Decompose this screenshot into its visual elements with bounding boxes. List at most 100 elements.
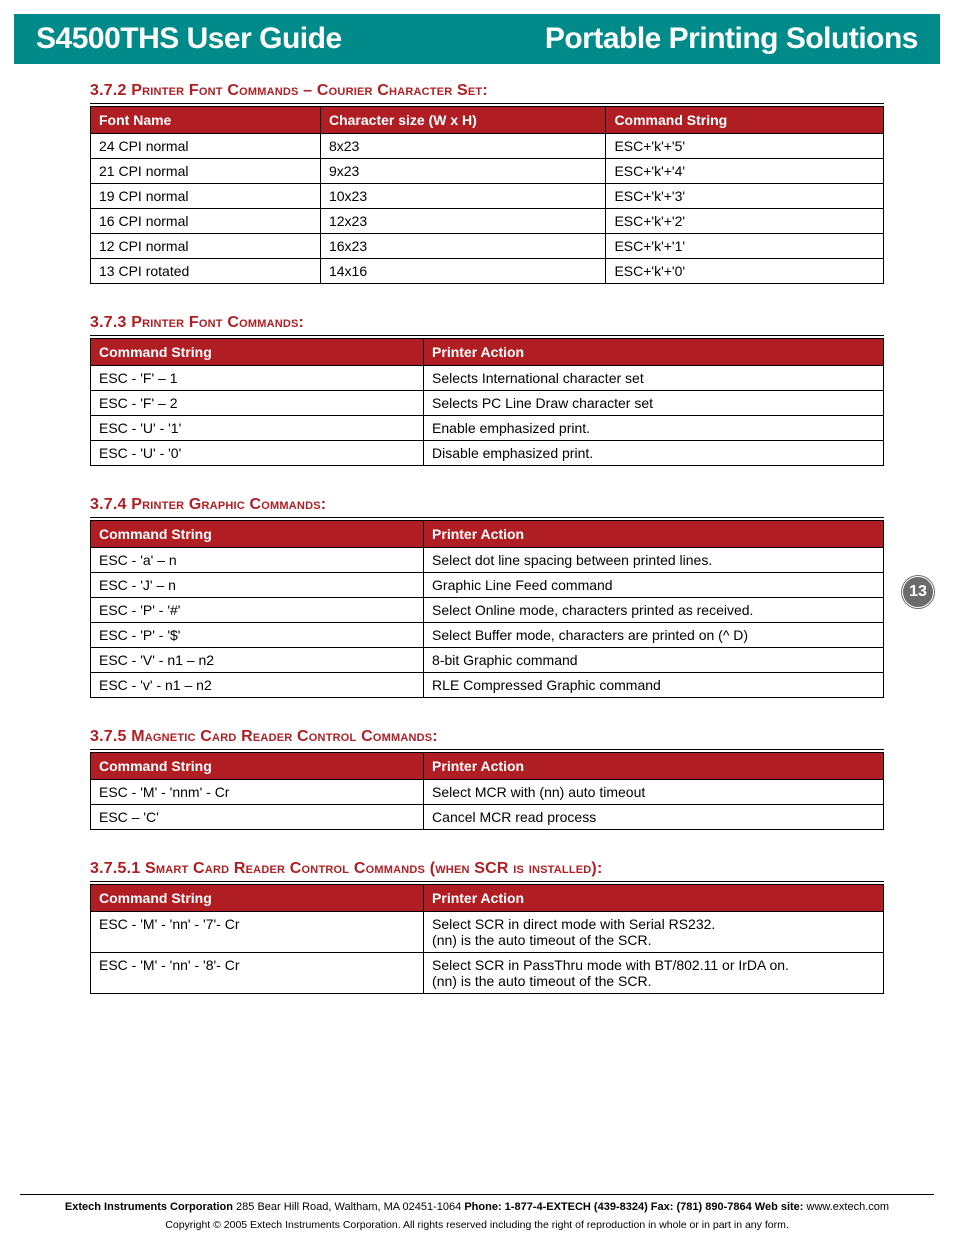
table-row: ESC - 'U' - '0'Disable emphasized print. (91, 441, 884, 466)
table-cell: ESC - 'P' - '#' (91, 598, 424, 623)
table-row: 16 CPI normal12x23ESC+'k'+'2' (91, 209, 884, 234)
table-cell: Select SCR in direct mode with Serial RS… (424, 912, 884, 953)
table-cell: ESC - 'a' – n (91, 548, 424, 573)
table-cell: Disable emphasized print. (424, 441, 884, 466)
table-header-cell: Command String (606, 107, 884, 134)
table-cell: 12 CPI normal (91, 234, 321, 259)
page-footer: Extech Instruments Corporation 285 Bear … (20, 1194, 934, 1251)
table-row: ESC - 'M' - 'nn' - '8'- CrSelect SCR in … (91, 953, 884, 994)
table-cell: ESC - 'P' - '$' (91, 623, 424, 648)
table-row: ESC - 'J' – nGraphic Line Feed command (91, 573, 884, 598)
table-cell: Select SCR in PassThru mode with BT/802.… (424, 953, 884, 994)
header-left-title: S4500THS User Guide (36, 22, 342, 56)
section-heading: 3.7.4 Printer Graphic Commands: (90, 496, 884, 518)
table-header-cell: Printer Action (424, 753, 884, 780)
footer-contact-line: Extech Instruments Corporation 285 Bear … (20, 1201, 934, 1213)
table-cell: Enable emphasized print. (424, 416, 884, 441)
section-heading: 3.7.3 Printer Font Commands: (90, 314, 884, 336)
section-heading: 3.7.5 Magnetic Card Reader Control Comma… (90, 728, 884, 750)
table-cell: ESC+'k'+'2' (606, 209, 884, 234)
table-cell: Graphic Line Feed command (424, 573, 884, 598)
table-row: ESC - 'P' - '$'Select Buffer mode, chara… (91, 623, 884, 648)
page-content: 3.7.2 Printer Font Commands – Courier Ch… (0, 64, 954, 994)
footer-phone: 1-877-4-EXTECH (439-8324) (505, 1201, 651, 1213)
table-cell: 14x16 (320, 259, 605, 284)
table-header-cell: Command String (91, 885, 424, 912)
table-cell: 8-bit Graphic command (424, 648, 884, 673)
table-cell: 16 CPI normal (91, 209, 321, 234)
table-cell: 9x23 (320, 159, 605, 184)
table-cell: 16x23 (320, 234, 605, 259)
page-header: S4500THS User Guide Portable Printing So… (0, 0, 954, 64)
table-cell: ESC - 'U' - '1' (91, 416, 424, 441)
table-row: 24 CPI normal8x23ESC+'k'+'5' (91, 134, 884, 159)
table-row: ESC - 'M' - 'nnm' - CrSelect MCR with (n… (91, 780, 884, 805)
table-cell: RLE Compressed Graphic command (424, 673, 884, 698)
table-header-cell: Printer Action (424, 339, 884, 366)
table-header-cell: Command String (91, 339, 424, 366)
table-cell: ESC+'k'+'1' (606, 234, 884, 259)
table-row: ESC - 'F' – 1Selects International chara… (91, 366, 884, 391)
table-row: ESC - 'M' - 'nn' - '7'- CrSelect SCR in … (91, 912, 884, 953)
table-row: ESC - 'v' - n1 – n2RLE Compressed Graphi… (91, 673, 884, 698)
table-header-cell: Command String (91, 753, 424, 780)
table-row: ESC - 'a' – nSelect dot line spacing bet… (91, 548, 884, 573)
table-cell: ESC - 'M' - 'nn' - '7'- Cr (91, 912, 424, 953)
table-cell: ESC - 'V' - n1 – n2 (91, 648, 424, 673)
table-header-cell: Font Name (91, 107, 321, 134)
table-header-cell: Printer Action (424, 885, 884, 912)
table-cell: ESC - 'v' - n1 – n2 (91, 673, 424, 698)
table-header-cell: Command String (91, 521, 424, 548)
table-cell: ESC+'k'+'0' (606, 259, 884, 284)
footer-web-label: Web site: (755, 1201, 807, 1213)
command-table: Command StringPrinter ActionESC - 'M' - … (90, 752, 884, 830)
footer-fax-label: Fax: (651, 1201, 677, 1213)
table-cell: ESC - 'F' – 2 (91, 391, 424, 416)
footer-web: www.extech.com (807, 1201, 890, 1213)
table-cell: ESC - 'M' - 'nn' - '8'- Cr (91, 953, 424, 994)
table-row: 12 CPI normal16x23ESC+'k'+'1' (91, 234, 884, 259)
table-cell: 12x23 (320, 209, 605, 234)
table-header-cell: Character size (W x H) (320, 107, 605, 134)
table-cell: ESC+'k'+'5' (606, 134, 884, 159)
page-number: 13 (909, 583, 927, 601)
table-row: 19 CPI normal10x23ESC+'k'+'3' (91, 184, 884, 209)
table-cell: 19 CPI normal (91, 184, 321, 209)
table-row: ESC - 'F' – 2Selects PC Line Draw charac… (91, 391, 884, 416)
command-table: Command StringPrinter ActionESC - 'M' - … (90, 884, 884, 994)
command-table: Command StringPrinter ActionESC - 'F' – … (90, 338, 884, 466)
table-cell: Cancel MCR read process (424, 805, 884, 830)
footer-address: 285 Bear Hill Road, Waltham, MA 02451-10… (233, 1201, 464, 1213)
footer-copyright: Copyright © 2005 Extech Instruments Corp… (20, 1219, 934, 1231)
command-table: Command StringPrinter ActionESC - 'a' – … (90, 520, 884, 698)
table-cell: 24 CPI normal (91, 134, 321, 159)
page-number-badge: 13 (902, 576, 934, 608)
table-row: ESC - 'P' - '#'Select Online mode, chara… (91, 598, 884, 623)
section-heading: 3.7.5.1 Smart Card Reader Control Comman… (90, 860, 884, 882)
table-cell: Select Online mode, characters printed a… (424, 598, 884, 623)
table-cell: 13 CPI rotated (91, 259, 321, 284)
header-right-title: Portable Printing Solutions (545, 22, 918, 56)
table-row: 21 CPI normal9x23ESC+'k'+'4' (91, 159, 884, 184)
table-cell: ESC+'k'+'3' (606, 184, 884, 209)
table-cell: ESC - 'J' – n (91, 573, 424, 598)
table-cell: Select MCR with (nn) auto timeout (424, 780, 884, 805)
table-cell: 8x23 (320, 134, 605, 159)
table-row: ESC - 'V' - n1 – n28-bit Graphic command (91, 648, 884, 673)
table-cell: ESC+'k'+'4' (606, 159, 884, 184)
table-cell: ESC - 'F' – 1 (91, 366, 424, 391)
table-row: 13 CPI rotated14x16ESC+'k'+'0' (91, 259, 884, 284)
table-cell: 21 CPI normal (91, 159, 321, 184)
section-heading: 3.7.2 Printer Font Commands – Courier Ch… (90, 82, 884, 104)
table-row: ESC – 'C'Cancel MCR read process (91, 805, 884, 830)
table-cell: 10x23 (320, 184, 605, 209)
table-cell: ESC - 'M' - 'nnm' - Cr (91, 780, 424, 805)
table-header-cell: Printer Action (424, 521, 884, 548)
table-cell: Select dot line spacing between printed … (424, 548, 884, 573)
table-cell: ESC - 'U' - '0' (91, 441, 424, 466)
footer-company: Extech Instruments Corporation (65, 1201, 233, 1213)
footer-fax: (781) 890-7864 (676, 1201, 754, 1213)
table-row: ESC - 'U' - '1'Enable emphasized print. (91, 416, 884, 441)
table-cell: Selects International character set (424, 366, 884, 391)
table-cell: ESC – 'C' (91, 805, 424, 830)
